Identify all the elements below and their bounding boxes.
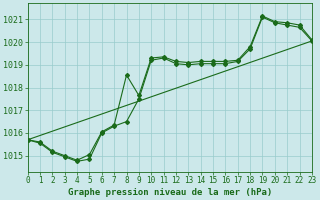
X-axis label: Graphe pression niveau de la mer (hPa): Graphe pression niveau de la mer (hPa) xyxy=(68,188,272,197)
